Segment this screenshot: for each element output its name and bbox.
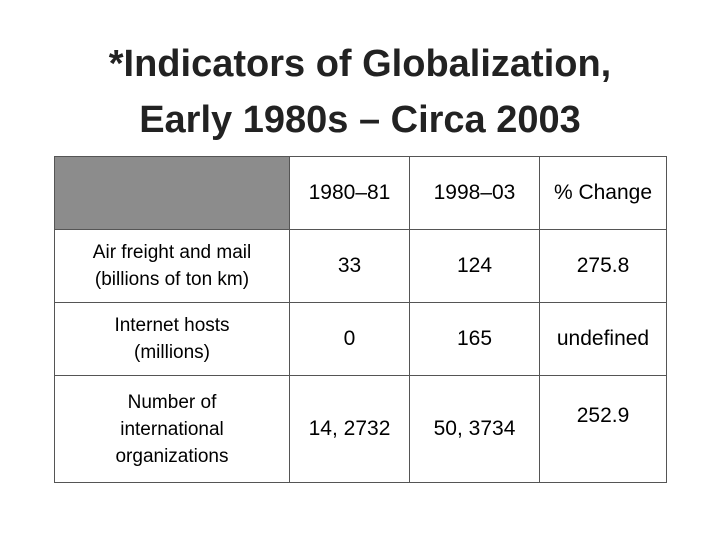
header-1998-03: 1998–03 <box>409 156 540 230</box>
row-label-line: Number of <box>127 391 217 413</box>
value-1980-81: 0 <box>289 302 410 376</box>
row-label: Number of international organizations <box>54 375 290 483</box>
slide-title: *Indicators of Globalization, Early 1980… <box>0 36 720 148</box>
value-1980-81: 33 <box>289 229 410 303</box>
slide-title-line-1: *Indicators of Globalization, <box>108 43 612 85</box>
row-label-line: international <box>120 418 224 440</box>
table-row: Number of international organizations 14… <box>54 375 667 483</box>
header-1980-81: 1980–81 <box>289 156 410 230</box>
row-label: Internet hosts (millions) <box>54 302 290 376</box>
value-percent-change: 252.9 <box>539 375 667 483</box>
indicators-table: 1980–81 1998–03 % Change Air freight and… <box>54 156 667 483</box>
row-label-line: organizations <box>115 445 229 467</box>
value-percent-change: 275.8 <box>539 229 667 303</box>
row-label-line: Air freight and mail <box>92 242 252 263</box>
row-label-line: Internet hosts <box>114 315 230 336</box>
row-label-line: (millions) <box>134 342 210 363</box>
header-corner-cell <box>54 156 290 230</box>
slide-title-line-2: Early 1980s – Circa 2003 <box>139 99 581 141</box>
value-1998-03: 50, 3734 <box>409 375 540 483</box>
value-1998-03: 165 <box>409 302 540 376</box>
row-label: Air freight and mail (billions of ton km… <box>54 229 290 303</box>
header-percent-change: % Change <box>539 156 667 230</box>
value-percent-change: undefined <box>539 302 667 376</box>
value-1998-03: 124 <box>409 229 540 303</box>
table-row: Air freight and mail (billions of ton km… <box>54 229 667 303</box>
table-row: Internet hosts (millions) 0 165 undefine… <box>54 302 667 376</box>
row-label-line: (billions of ton km) <box>94 269 250 290</box>
value-1980-81: 14, 2732 <box>289 375 410 483</box>
table-header-row: 1980–81 1998–03 % Change <box>54 156 667 230</box>
